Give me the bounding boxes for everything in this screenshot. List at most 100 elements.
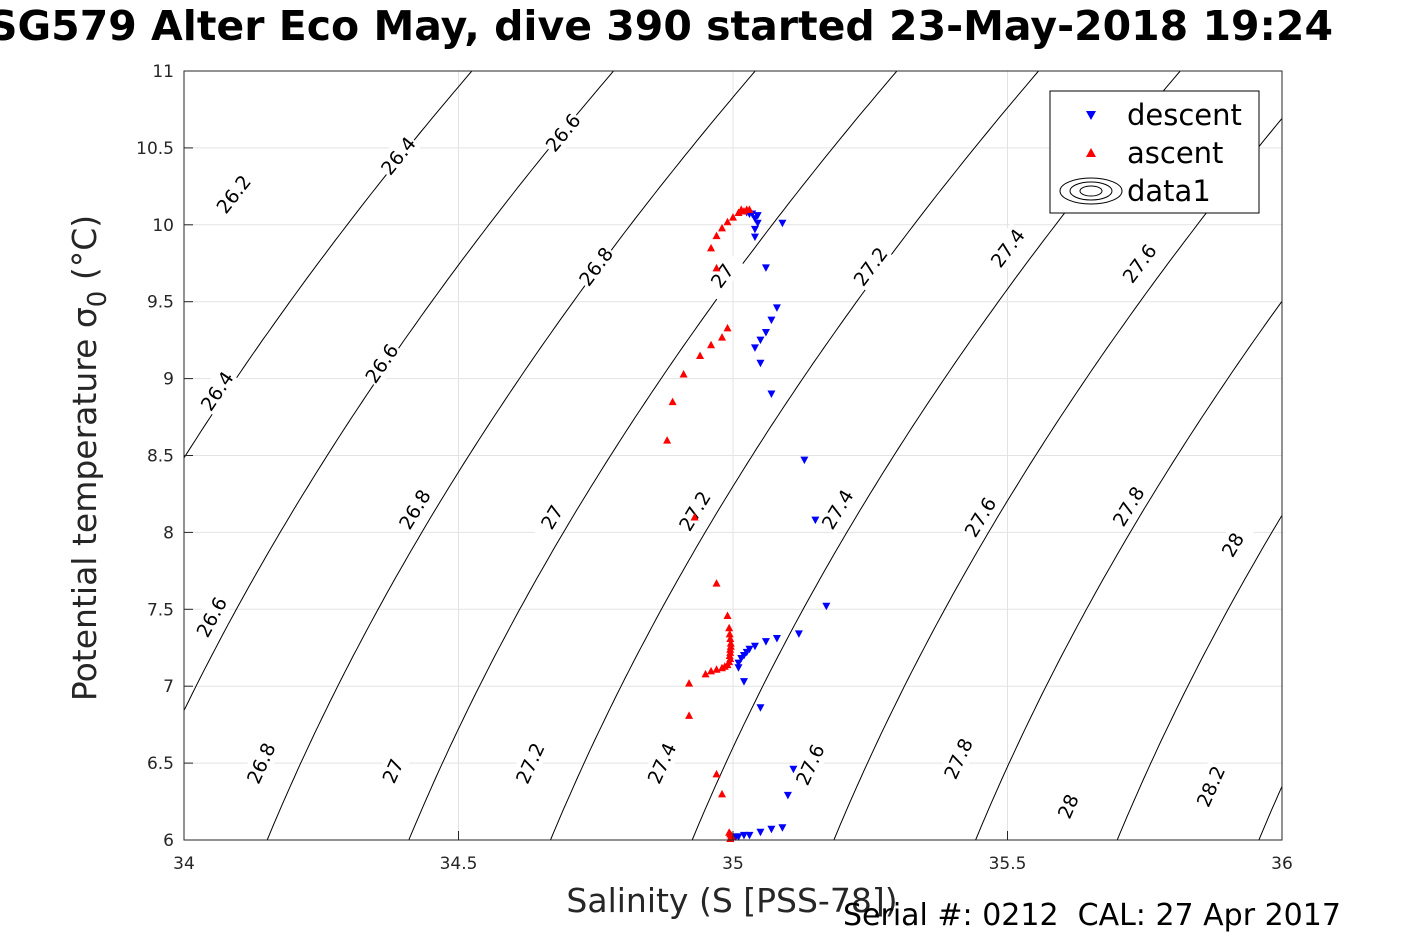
- ascent-point: [718, 223, 727, 232]
- contour-label: 26.4: [374, 130, 422, 181]
- contour-label-bg: [372, 745, 413, 796]
- descent-point: [750, 344, 759, 352]
- contour-label-text: 27.6: [792, 741, 830, 789]
- descent-point: [753, 212, 762, 220]
- ascent-point: [712, 579, 721, 587]
- contour-label: 27.8: [1106, 481, 1150, 532]
- contour-label: 26.2: [210, 169, 257, 219]
- isopycnal-line: [1370, 2, 1417, 917]
- isopycnal-line: [975, 300, 1282, 840]
- descent-point: [756, 828, 765, 837]
- descent-point: [734, 833, 743, 841]
- legend-ascent-marker: [1086, 148, 1096, 157]
- ascent-point: [726, 634, 735, 643]
- ascent-point: [725, 629, 734, 638]
- x-tick-label: 36: [1271, 854, 1293, 874]
- ascent-point: [690, 513, 699, 521]
- ascent-point: [696, 351, 705, 360]
- ascent-point: [707, 340, 716, 349]
- contour-label: 26.8: [392, 484, 437, 535]
- descent-point: [778, 219, 787, 228]
- y-tick-label: 8.5: [147, 447, 174, 467]
- contour-label-bg: [194, 365, 240, 416]
- contour-label-bg: [190, 591, 233, 643]
- ascent-point: [723, 611, 732, 619]
- y-axis-label-main: Potential temperature σ: [65, 307, 104, 701]
- serial-footer: Serial #: 0212 CAL: 27 Apr 2017: [843, 898, 1341, 933]
- descent-point: [745, 831, 754, 840]
- y-tick-label: 6.5: [147, 754, 174, 774]
- legend-descent-label: descent: [1127, 98, 1242, 132]
- descent-point: [734, 664, 743, 672]
- legend: descent ascent data1: [1049, 90, 1260, 214]
- ascent-point: [712, 769, 721, 778]
- isopycnal-line: [1116, 514, 1282, 840]
- grid-lines: [183, 70, 1283, 841]
- ascent-point: [707, 243, 716, 252]
- ascent-point: [712, 231, 721, 240]
- contour-label: 27.6: [789, 739, 830, 790]
- contour-label: 27.2: [847, 241, 894, 292]
- descent-point: [767, 825, 776, 834]
- y-tick-label: 10.5: [136, 139, 174, 159]
- isopycnal-line: [408, 71, 898, 840]
- y-tick-label: 7.5: [147, 600, 174, 620]
- y-axis-label: Potential temperature σ0 (°C): [65, 215, 113, 701]
- contour-label: 26.6: [190, 591, 233, 643]
- contour-label-bg: [1190, 761, 1231, 812]
- contour-label-bg: [1211, 519, 1255, 570]
- contour-label-bg: [374, 130, 422, 181]
- descent-point: [778, 824, 787, 832]
- contour-label-bg: [699, 250, 745, 301]
- descent-point: [750, 642, 759, 651]
- contour-label-bg: [240, 738, 281, 789]
- legend-descent-marker: [1086, 111, 1096, 120]
- descent-point: [756, 359, 765, 368]
- ascent-point: [718, 789, 727, 798]
- descent-point: [750, 225, 759, 234]
- contour-label-bg: [984, 223, 1031, 273]
- contour-label: 27: [699, 250, 745, 301]
- ascent-point: [727, 832, 736, 841]
- y-tick-label: 11: [152, 62, 174, 82]
- x-axis-label: Salinity (S [PSS-78]): [566, 881, 897, 920]
- ascent-point: [737, 205, 746, 213]
- descent-point: [794, 630, 803, 638]
- contour-label: 27.6: [958, 491, 1002, 543]
- contour-label: 28: [1211, 519, 1255, 570]
- descent-point: [800, 456, 809, 465]
- ascent-point: [729, 213, 737, 221]
- contour-label-bg: [815, 484, 859, 535]
- y-axis-label-unit: (°C): [65, 215, 104, 291]
- ascent-point: [701, 669, 710, 678]
- contour-label-bg: [573, 241, 619, 292]
- contour-label: 26.6: [539, 107, 587, 158]
- ascent-point: [725, 828, 734, 836]
- contour-label-bg: [847, 241, 894, 292]
- ascent-point: [725, 623, 734, 632]
- descent-point: [756, 336, 765, 345]
- descent-point: [753, 219, 762, 228]
- contour-label-bg: [641, 738, 682, 789]
- descent-point: [761, 638, 770, 646]
- ascent-point: [726, 639, 735, 647]
- ascent-point: [718, 333, 727, 341]
- contour-label: 27.2: [672, 485, 717, 536]
- contour-label-bg: [539, 107, 587, 158]
- isopycnal-line: [266, 71, 756, 840]
- descent-point: [739, 831, 748, 840]
- x-tick-label: 34: [173, 854, 195, 874]
- descent-point: [761, 328, 770, 337]
- chart-title: SG579 Alter Eco May, dive 390 started 23…: [0, 4, 1417, 49]
- contour-label-bg: [359, 338, 404, 389]
- contour-label-text: 28.2: [1193, 763, 1230, 811]
- descent-point: [783, 791, 792, 800]
- descent-point: [822, 602, 831, 611]
- contour-label-bg: [672, 485, 717, 536]
- isopycnal-line: [549, 71, 1040, 840]
- contour-label-text: 27.8: [940, 735, 978, 783]
- contour-label: 27.4: [815, 484, 859, 535]
- legend-box: [1049, 90, 1260, 214]
- descent-point: [734, 659, 743, 668]
